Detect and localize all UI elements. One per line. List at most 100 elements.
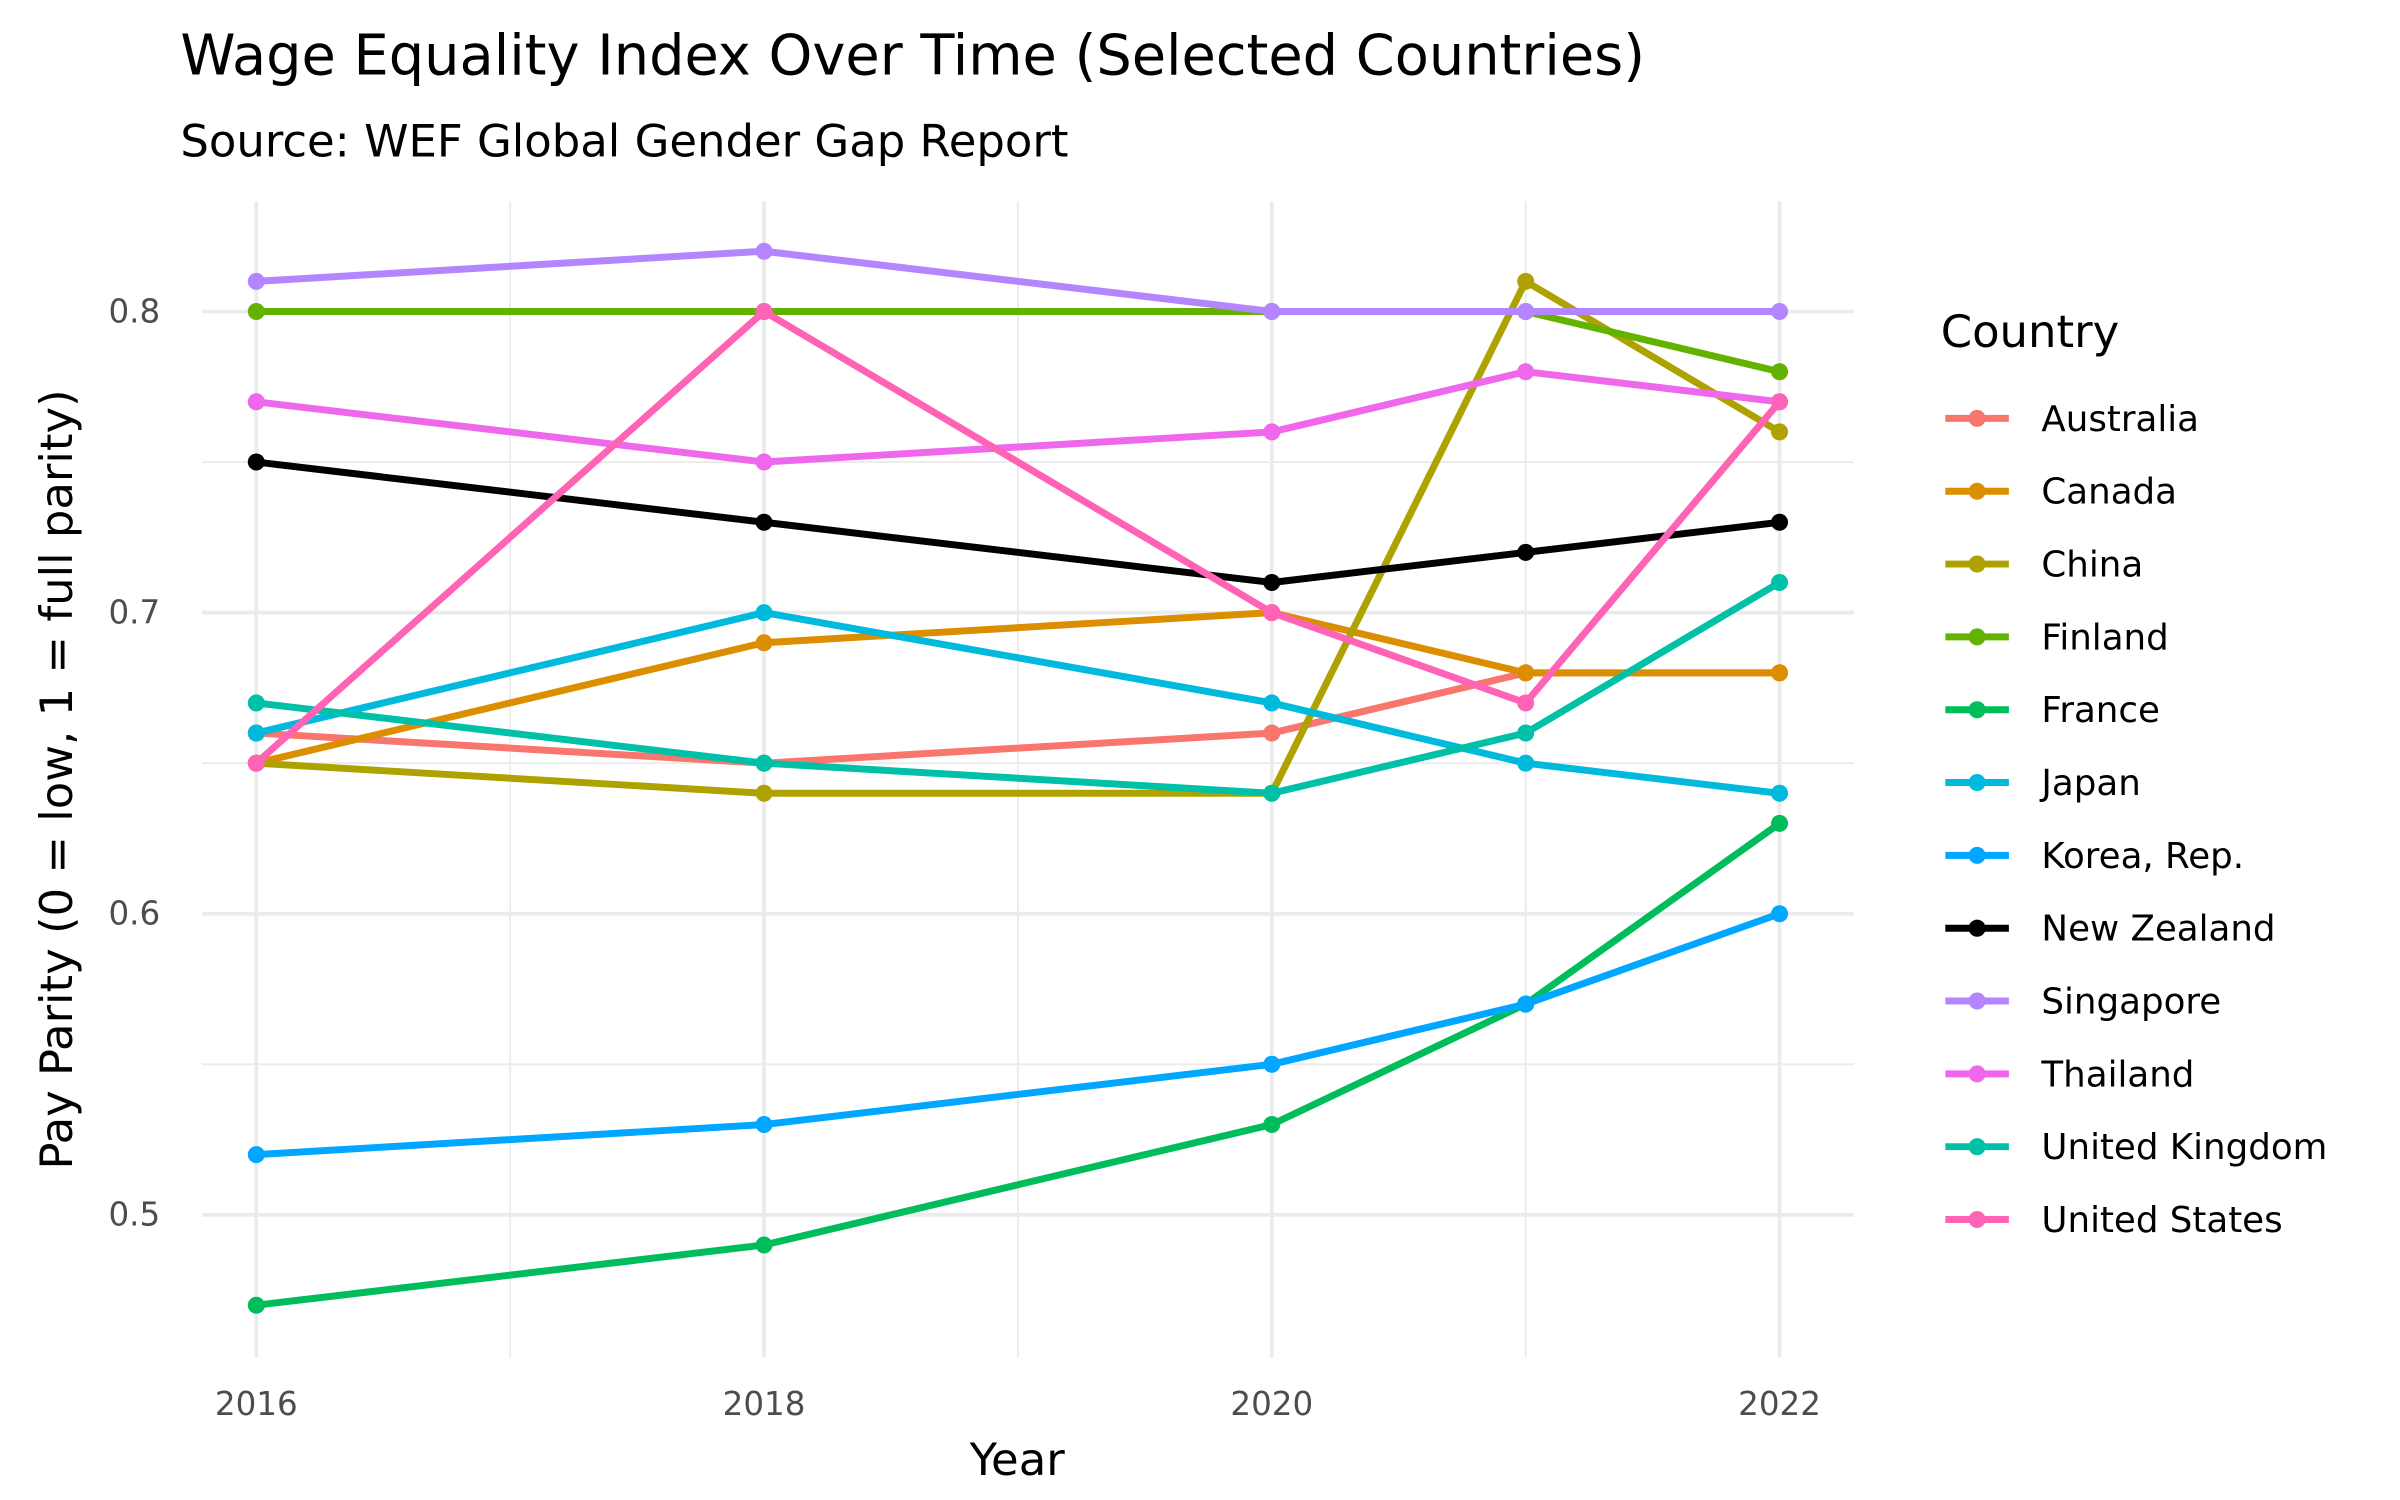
- legend-item: Thailand: [1945, 1054, 2194, 1095]
- y-tick-label: 0.5: [108, 1196, 160, 1234]
- legend-item: Finland: [1945, 617, 2169, 658]
- legend-key-point: [1968, 628, 1986, 646]
- data-point: [755, 453, 773, 471]
- data-point: [1517, 694, 1535, 712]
- series-united-kingdom: [247, 573, 1789, 802]
- series-lines: [247, 242, 1789, 1314]
- data-point: [1771, 423, 1789, 441]
- data-point: [247, 393, 265, 411]
- data-point: [247, 724, 265, 742]
- legend-label: Thailand: [2040, 1054, 2194, 1095]
- legend-key-point: [1968, 701, 1986, 719]
- data-point: [755, 302, 773, 320]
- legend-key-point: [1968, 919, 1986, 937]
- legend-item: United Kingdom: [1945, 1127, 2327, 1168]
- legend-item: France: [1945, 690, 2160, 731]
- legend-key-point: [1968, 482, 1986, 500]
- data-point: [1517, 995, 1535, 1013]
- data-point: [755, 634, 773, 652]
- x-tick-label: 2018: [723, 1385, 806, 1423]
- y-tick-label: 0.6: [108, 895, 160, 933]
- data-point: [1263, 423, 1281, 441]
- series-thailand: [247, 363, 1789, 471]
- y-axis-ticks: 0.5 0.6 0.7 0.8: [108, 292, 160, 1233]
- data-point: [1517, 724, 1535, 742]
- series-japan: [247, 604, 1789, 802]
- legend-key-point: [1968, 1065, 1986, 1083]
- x-axis-title: Year: [969, 1433, 1066, 1486]
- data-point: [247, 302, 265, 320]
- legend-item: Australia: [1945, 399, 2199, 440]
- legend-key-point: [1968, 992, 1986, 1010]
- data-point: [1771, 513, 1789, 531]
- data-point: [1771, 363, 1789, 381]
- data-point: [247, 453, 265, 471]
- data-point: [247, 1146, 265, 1164]
- chart-subtitle: Source: WEF Global Gender Gap Report: [180, 115, 1068, 168]
- data-point: [1771, 784, 1789, 802]
- x-tick-label: 2022: [1738, 1385, 1821, 1423]
- data-point: [755, 1116, 773, 1134]
- data-point: [1263, 302, 1281, 320]
- data-point: [1263, 694, 1281, 712]
- data-point: [755, 242, 773, 260]
- data-point: [1263, 604, 1281, 622]
- data-point: [1771, 664, 1789, 682]
- data-point: [755, 604, 773, 622]
- data-point: [1771, 393, 1789, 411]
- legend-label: Australia: [2041, 399, 2199, 440]
- data-point: [1771, 814, 1789, 832]
- y-tick-label: 0.7: [108, 593, 160, 631]
- legend-item: Korea, Rep.: [1945, 836, 2244, 877]
- data-point: [755, 513, 773, 531]
- series-new-zealand: [247, 453, 1789, 592]
- data-point: [1263, 573, 1281, 592]
- legend-key-point: [1968, 1211, 1986, 1229]
- legend-title: Country: [1941, 305, 2119, 358]
- legend-key-point: [1968, 1138, 1986, 1156]
- data-point: [1263, 1116, 1281, 1134]
- legend-item: Japan: [1945, 763, 2141, 804]
- data-point: [1263, 724, 1281, 742]
- legend-label: United Kingdom: [2041, 1127, 2327, 1168]
- legend-item: New Zealand: [1945, 909, 2276, 950]
- legend-label: Canada: [2041, 472, 2177, 513]
- x-axis-ticks: 2016 2018 2020 2022: [215, 1385, 1821, 1423]
- data-point: [755, 1236, 773, 1254]
- data-point: [755, 754, 773, 772]
- data-point: [247, 272, 265, 290]
- legend-item: China: [1945, 544, 2143, 585]
- legend-key-point: [1968, 409, 1986, 427]
- data-point: [1771, 302, 1789, 320]
- legend-item: United States: [1945, 1200, 2283, 1241]
- data-point: [1771, 905, 1789, 923]
- series-united-states: [247, 302, 1789, 772]
- legend-label: Singapore: [2041, 981, 2221, 1022]
- legend-label: France: [2041, 690, 2159, 731]
- data-point: [1517, 363, 1535, 381]
- chart-title: Wage Equality Index Over Time (Selected …: [180, 23, 1645, 88]
- legend-label: Finland: [2041, 617, 2168, 658]
- legend-label: United States: [2041, 1200, 2282, 1241]
- legend-label: New Zealand: [2041, 909, 2275, 950]
- x-tick-label: 2020: [1230, 1385, 1313, 1423]
- data-point: [1517, 302, 1535, 320]
- series-singapore: [247, 242, 1789, 320]
- series-korea-rep-: [247, 905, 1789, 1164]
- legend-item: Canada: [1945, 472, 2177, 513]
- legend-key-point: [1968, 555, 1986, 573]
- data-point: [1263, 784, 1281, 802]
- y-tick-label: 0.8: [108, 292, 160, 330]
- legend-label: China: [2041, 544, 2143, 585]
- data-point: [247, 1296, 265, 1314]
- data-point: [1517, 664, 1535, 682]
- y-axis-title: Pay Parity (0 = low, 1 = full parity): [30, 389, 83, 1169]
- legend-key-point: [1968, 846, 1986, 864]
- data-point: [755, 784, 773, 802]
- data-point: [1517, 754, 1535, 772]
- legend-label: Korea, Rep.: [2041, 836, 2244, 877]
- legend-label: Japan: [2039, 763, 2140, 804]
- data-point: [247, 694, 265, 712]
- x-tick-label: 2016: [215, 1385, 298, 1423]
